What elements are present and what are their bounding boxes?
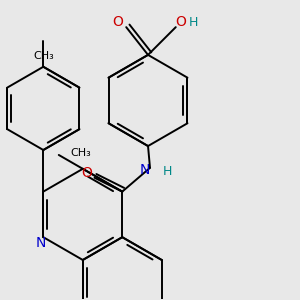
Text: CH₃: CH₃ bbox=[71, 148, 92, 158]
Text: O: O bbox=[112, 15, 123, 29]
Text: O: O bbox=[175, 15, 186, 29]
Text: H: H bbox=[163, 165, 172, 178]
Text: N: N bbox=[140, 163, 150, 177]
Text: N: N bbox=[35, 236, 46, 250]
Text: CH₃: CH₃ bbox=[33, 51, 54, 61]
Text: H: H bbox=[189, 16, 198, 29]
Text: O: O bbox=[81, 166, 92, 180]
